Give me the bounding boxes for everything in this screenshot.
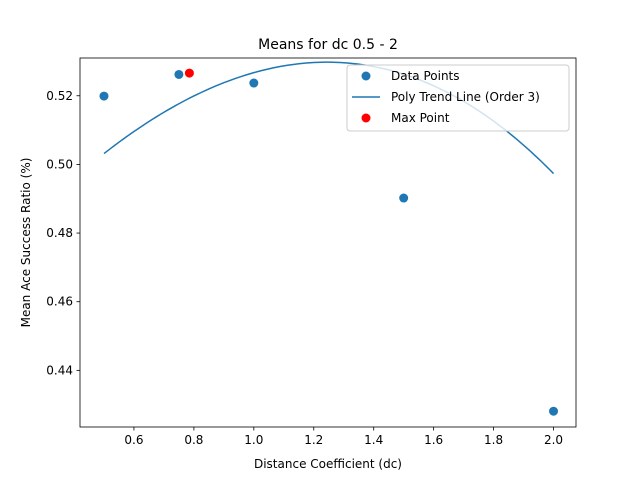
legend-box — [346, 64, 570, 132]
chart-title: Means for dc 0.5 - 2 — [258, 37, 398, 53]
legend-label-trend-line: Poly Trend Line (Order 3) — [391, 90, 540, 104]
data-point-marker — [174, 69, 184, 79]
legend-label-data-points: Data Points — [391, 69, 460, 83]
y-axis: 0.44 0.46 0.48 0.50 0.52 — [46, 89, 80, 377]
max-point-marker — [184, 68, 194, 78]
y-tick-label: 0.48 — [46, 226, 73, 240]
x-tick-label: 0.6 — [124, 433, 143, 447]
x-tick-label: 1.4 — [364, 433, 383, 447]
x-tick-label: 0.8 — [184, 433, 203, 447]
data-point-marker — [99, 91, 109, 101]
data-point-marker — [249, 78, 259, 88]
x-tick-label: 2.0 — [544, 433, 563, 447]
y-tick-label: 0.52 — [46, 89, 73, 103]
x-tick-label: 1.2 — [304, 433, 323, 447]
x-tick-label: 1.6 — [424, 433, 443, 447]
data-point-marker — [549, 406, 559, 416]
y-axis-label: Mean Ace Success Ratio (%) — [19, 158, 33, 328]
legend: Data Points Poly Trend Line (Order 3) Ma… — [346, 64, 570, 132]
legend-label-max-point: Max Point — [391, 111, 450, 125]
data-point-marker — [399, 193, 409, 203]
x-tick-label: 1.8 — [484, 433, 503, 447]
x-tick-label: 1.0 — [244, 433, 263, 447]
x-axis: 0.6 0.8 1.0 1.2 1.4 1.6 1.8 2.0 — [124, 427, 563, 447]
x-axis-label: Distance Coefficient (dc) — [254, 457, 402, 471]
y-tick-label: 0.46 — [46, 295, 73, 309]
y-tick-label: 0.44 — [46, 363, 73, 377]
legend-marker-max-point — [361, 113, 371, 123]
y-tick-label: 0.50 — [46, 157, 73, 171]
legend-marker-data-points — [361, 71, 371, 81]
